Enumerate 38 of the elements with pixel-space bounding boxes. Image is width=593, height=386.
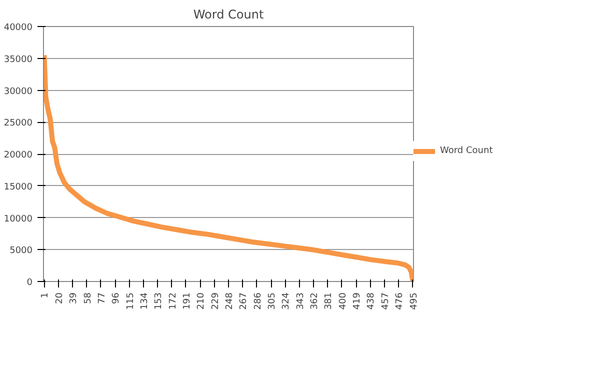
y-tick-label: 20000 xyxy=(4,150,33,160)
x-tick-label: 457 xyxy=(380,292,391,310)
chart-title: Word Count xyxy=(193,8,264,22)
x-tick-label: 248 xyxy=(225,292,235,310)
x-tick-label: 191 xyxy=(182,292,192,310)
x-tick-label: 267 xyxy=(239,292,250,310)
y-tick-label: 15000 xyxy=(4,182,33,192)
y-tick-label: 0 xyxy=(26,278,33,288)
x-tick-label: 39 xyxy=(69,292,80,304)
x-tick-label: 286 xyxy=(253,292,264,310)
x-tick-label: 172 xyxy=(168,292,178,310)
x-tick-label: 20 xyxy=(54,292,65,304)
x-tick-label: 476 xyxy=(395,292,406,310)
x-tick-label: 229 xyxy=(210,292,221,310)
x-tick-label: 96 xyxy=(112,292,122,304)
x-tick-label: 305 xyxy=(268,292,278,310)
legend-label: Word Count xyxy=(440,146,493,156)
x-tick-label: 1 xyxy=(40,292,51,298)
x-tick-label: 115 xyxy=(126,292,136,310)
x-tick-label: 438 xyxy=(366,292,377,310)
y-tick-label: 35000 xyxy=(4,54,33,65)
y-tick-label: 5000 xyxy=(10,246,33,256)
x-tick-label: 381 xyxy=(324,292,334,310)
x-tick-label: 362 xyxy=(310,292,320,310)
y-tick-label: 10000 xyxy=(4,214,33,224)
y-tick-label: 30000 xyxy=(4,86,33,97)
y-tick-label: 25000 xyxy=(4,118,33,129)
y-tick-label: 40000 xyxy=(4,23,33,33)
x-tick-label: 400 xyxy=(338,292,348,310)
x-tick-label: 343 xyxy=(296,292,306,310)
x-tick-label: 58 xyxy=(83,292,94,304)
x-tick-label: 495 xyxy=(409,292,420,310)
x-tick-label: 77 xyxy=(97,292,108,304)
x-tick-label: 324 xyxy=(282,292,292,310)
x-tick-label: 210 xyxy=(196,292,207,310)
x-tick-label: 153 xyxy=(154,292,164,310)
x-tick-label: 134 xyxy=(140,292,150,310)
x-tick-label: 419 xyxy=(352,292,363,310)
